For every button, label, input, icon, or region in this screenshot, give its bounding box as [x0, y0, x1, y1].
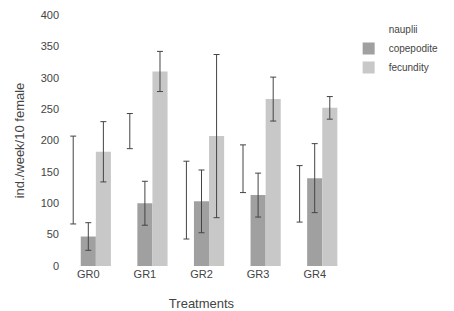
svg-text:GR1: GR1 — [134, 268, 157, 280]
svg-text:GR4: GR4 — [303, 268, 326, 280]
svg-text:GR2: GR2 — [190, 268, 213, 280]
svg-text:nauplii: nauplii — [389, 24, 418, 35]
svg-text:250: 250 — [41, 103, 59, 115]
svg-text:GR0: GR0 — [77, 268, 100, 280]
svg-text:ind./week/10 female: ind./week/10 female — [12, 83, 27, 199]
svg-text:350: 350 — [41, 40, 59, 52]
svg-text:50: 50 — [47, 228, 59, 240]
svg-text:400: 400 — [41, 9, 59, 21]
svg-text:300: 300 — [41, 72, 59, 84]
svg-text:copepodite: copepodite — [389, 43, 438, 54]
svg-text:Treatments: Treatments — [169, 296, 235, 311]
svg-text:150: 150 — [41, 166, 59, 178]
svg-text:100: 100 — [41, 197, 59, 209]
svg-text:0: 0 — [53, 260, 59, 272]
svg-text:fecundity: fecundity — [389, 62, 429, 73]
svg-text:200: 200 — [41, 134, 59, 146]
svg-text:GR3: GR3 — [247, 268, 270, 280]
